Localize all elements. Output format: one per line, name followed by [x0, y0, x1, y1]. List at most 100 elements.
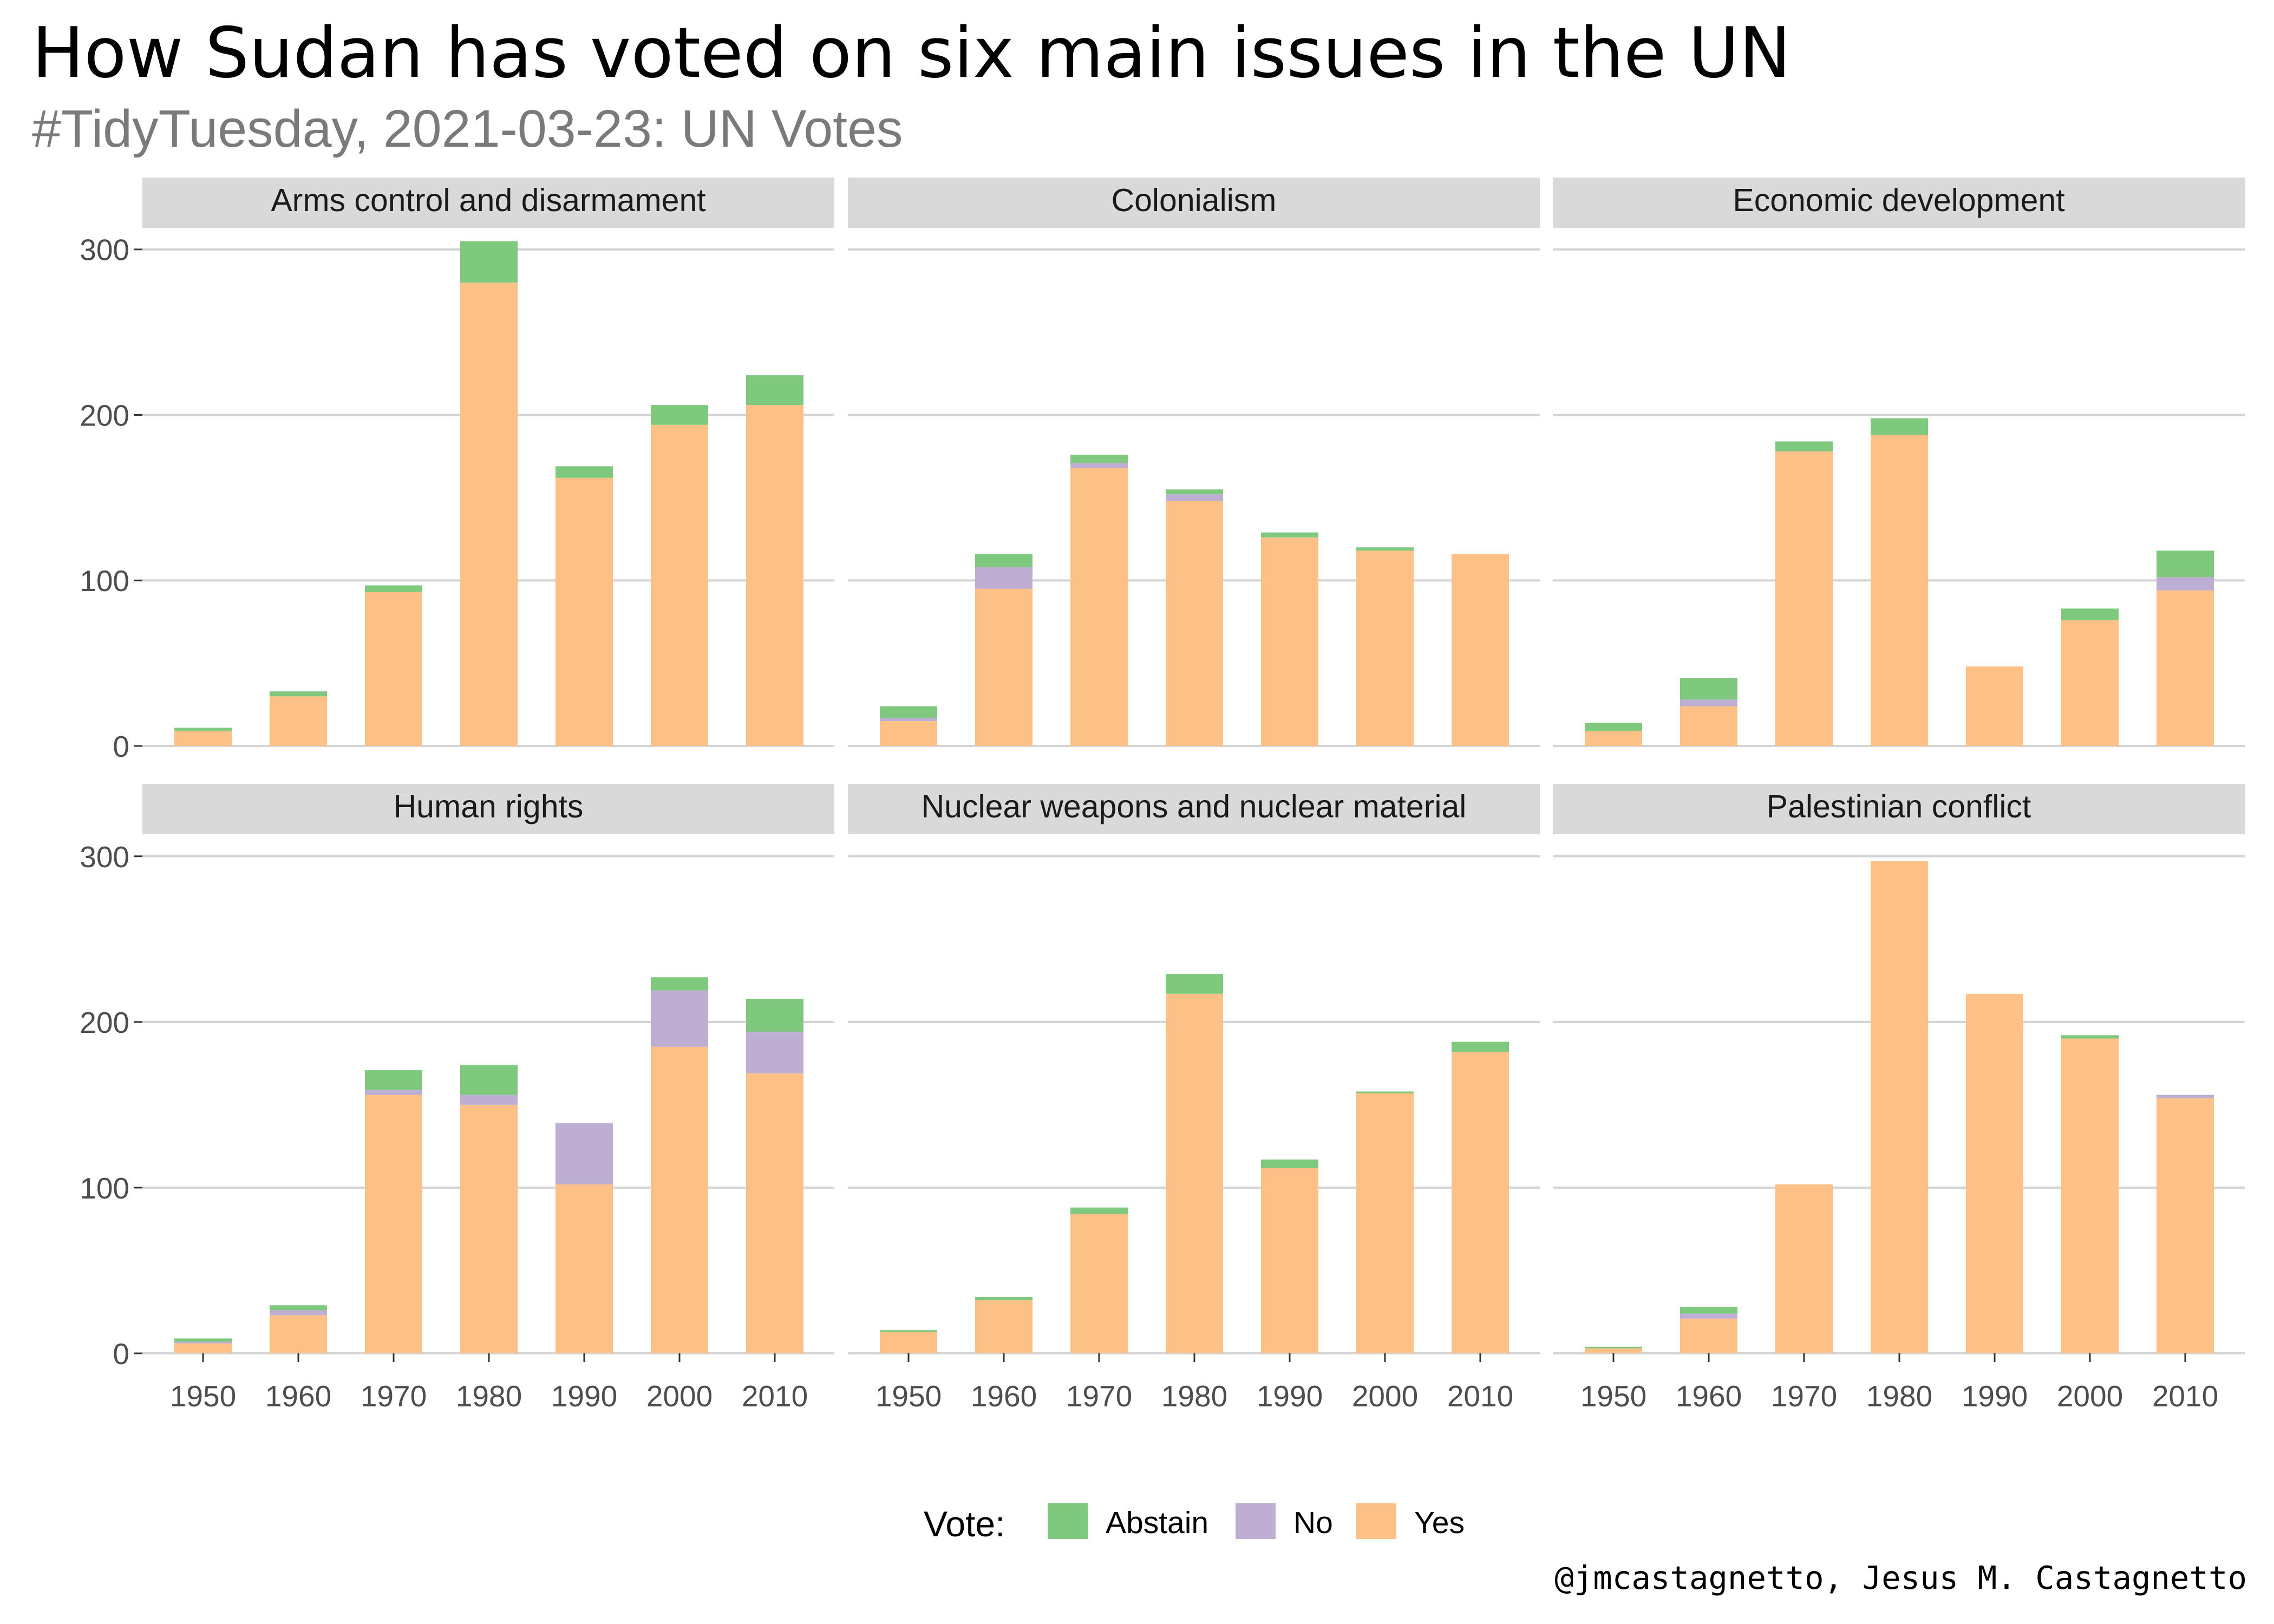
bar-yes-2000: [1356, 1093, 1414, 1353]
x-tick-label: 2000: [1352, 1379, 1418, 1413]
facet-strip-label: Palestinian conflict: [1767, 789, 2031, 824]
y-tick-label: 200: [80, 1006, 129, 1039]
facet-strip: [1553, 178, 2245, 228]
bar-yes-1980: [1166, 501, 1223, 746]
bar-yes-1950: [1585, 1348, 1642, 1353]
facet-panel-economic-development: Economic development: [1553, 178, 2245, 747]
bar-no-1980: [460, 1095, 518, 1105]
x-tick-label: 2010: [2152, 1379, 2218, 1413]
bar-abstain-2000: [651, 977, 708, 991]
bar-no-2010: [746, 1032, 803, 1073]
facet-panel-nuclear-weapons-and-nuclear-material: Nuclear weapons and nuclear material 1950…: [848, 784, 1540, 1413]
bar-abstain-2010: [746, 999, 803, 1032]
bar-abstain-1970: [365, 1070, 422, 1090]
bar-yes-1970: [1070, 1214, 1128, 1353]
bar-no-1960: [975, 567, 1033, 589]
bar-yes-1950: [880, 721, 937, 746]
bar-yes-2010: [2157, 1098, 2214, 1353]
bar-yes-2010: [2157, 590, 2214, 746]
x-tick-label: 1970: [361, 1379, 427, 1413]
x-tick-label: 1980: [1866, 1379, 1932, 1413]
x-tick-label: 1980: [1161, 1379, 1227, 1413]
bar-yes-1970: [1070, 468, 1128, 746]
bar-abstain-2010: [746, 375, 803, 405]
bar-yes-1960: [1680, 1318, 1737, 1353]
bar-no-1960: [1680, 699, 1737, 706]
y-tick-label: 100: [80, 564, 129, 598]
bar-abstain-1950: [174, 1338, 232, 1342]
x-tick-label: 2000: [2057, 1379, 2123, 1413]
bar-abstain-1980: [1871, 418, 1928, 435]
bar-no-1990: [556, 1123, 613, 1184]
x-tick-label: 1990: [551, 1379, 617, 1413]
bar-yes-1980: [460, 1104, 518, 1353]
bar-yes-1960: [975, 1300, 1033, 1353]
x-tick-label: 1960: [265, 1379, 331, 1413]
x-tick-label: 2010: [742, 1379, 808, 1413]
bar-abstain-1960: [1680, 1307, 1737, 1314]
bar-no-1970: [365, 1090, 422, 1095]
x-tick-label: 1950: [875, 1379, 942, 1413]
bar-abstain-1990: [1261, 1159, 1318, 1168]
x-tick-label: 1960: [1676, 1379, 1742, 1413]
facet-panels: Arms control and disarmament 0 100 200 300 Co…: [80, 178, 2245, 1413]
facet-strip: [1553, 784, 2245, 834]
bar-yes-2010: [1452, 554, 1509, 746]
bar-yes-1970: [1775, 451, 1833, 746]
bar-abstain-1960: [1680, 678, 1737, 700]
bar-yes-2000: [1356, 551, 1414, 746]
facet-panel-human-rights: Human rights 0 100 200 300 1950 1960 1970 1980 19…: [80, 784, 834, 1413]
bar-no-2010: [2157, 1095, 2214, 1098]
bar-yes-1990: [1966, 666, 2023, 746]
bar-abstain-2000: [2061, 608, 2119, 620]
legend-key-no: [1236, 1503, 1276, 1539]
x-tick-label: 1960: [971, 1379, 1037, 1413]
bar-yes-2010: [746, 405, 803, 746]
x-tick-label: 1970: [1066, 1379, 1132, 1413]
bar-abstain-2000: [651, 405, 708, 425]
bar-abstain-1950: [880, 1330, 937, 1332]
x-tick-label: 2010: [1447, 1379, 1513, 1413]
facet-panel-palestinian-conflict: Palestinian conflict 1950 1960 1970 1980 1990…: [1553, 784, 2245, 1413]
bar-yes-1960: [975, 588, 1033, 746]
bar-no-1980: [1166, 494, 1223, 501]
bar-abstain-1980: [1166, 974, 1223, 994]
bar-yes-1980: [460, 282, 518, 746]
bar-abstain-1970: [1070, 454, 1128, 463]
chart-title: How Sudan has voted on six main issues i…: [32, 13, 1791, 94]
facet-strip-label: Colonialism: [1112, 182, 1277, 218]
facet-panel-arms-control-and-disarmament: Arms control and disarmament 0 100 200 300: [80, 178, 834, 763]
bar-yes-1960: [270, 696, 327, 746]
bar-abstain-1980: [460, 1065, 518, 1095]
bar-abstain-1960: [270, 691, 327, 697]
legend-label-abstain: Abstain: [1106, 1505, 1208, 1540]
chart-subtitle: #TidyTuesday, 2021-03-23: UN Votes: [32, 99, 903, 158]
bar-yes-1960: [1680, 706, 1737, 746]
facet-strip: [848, 178, 1540, 228]
bar-yes-1990: [556, 1184, 613, 1353]
bar-yes-1970: [1775, 1184, 1833, 1353]
bar-no-1960: [1680, 1313, 1737, 1319]
facet-strip: [142, 784, 834, 834]
y-tick-label: 100: [80, 1171, 129, 1205]
y-tick-label: 300: [80, 840, 129, 874]
bar-abstain-1980: [460, 241, 518, 283]
x-tick-label: 1990: [1962, 1379, 2028, 1413]
facet-strip-label: Economic development: [1733, 182, 2064, 218]
facet-panel-colonialism: Colonialism: [848, 178, 1540, 747]
bar-no-1950: [174, 1341, 232, 1344]
bar-abstain-2000: [1356, 547, 1414, 551]
bar-abstain-1960: [975, 1296, 1033, 1301]
bar-yes-1950: [174, 731, 232, 746]
bar-abstain-1950: [1585, 1346, 1642, 1348]
bar-abstain-1950: [1585, 723, 1642, 731]
bar-abstain-2010: [1452, 1042, 1509, 1052]
bar-no-1950: [880, 718, 937, 722]
bar-yes-1970: [365, 1095, 422, 1353]
legend-key-yes: [1356, 1503, 1396, 1539]
bar-yes-2010: [1452, 1051, 1509, 1353]
bar-yes-1980: [1166, 993, 1223, 1353]
y-tick-label: 0: [113, 730, 129, 763]
facet-strip-label: Nuclear weapons and nuclear material: [922, 789, 1467, 824]
y-tick-label: 0: [113, 1337, 129, 1371]
